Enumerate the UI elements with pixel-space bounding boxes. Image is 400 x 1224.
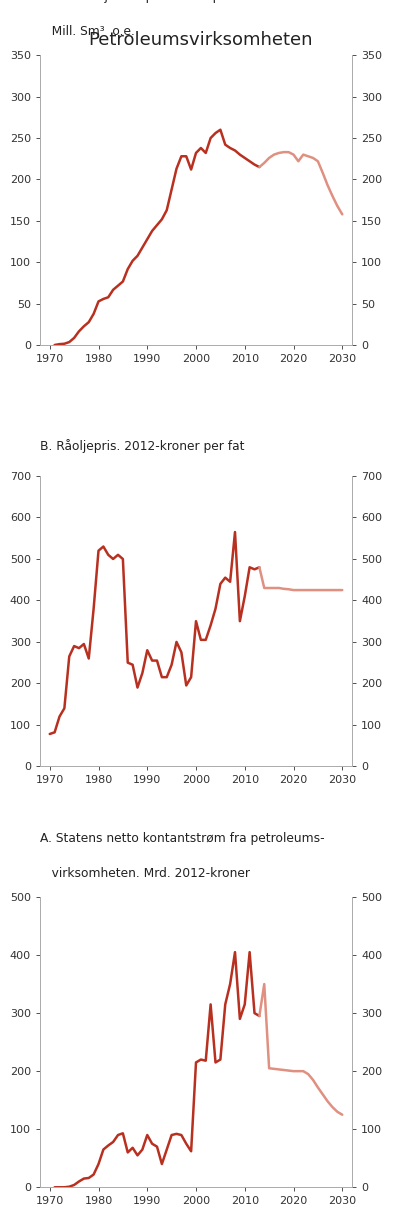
Text: Petroleumsvirksomheten: Petroleumsvirksomheten xyxy=(88,31,312,49)
Text: virksomheten. Mrd. 2012-kroner: virksomheten. Mrd. 2012-kroner xyxy=(40,867,250,880)
Text: Mill. Sm³  o.e.: Mill. Sm³ o.e. xyxy=(40,24,135,38)
Text: B. Råoljepris. 2012-kroner per fat: B. Råoljepris. 2012-kroner per fat xyxy=(40,439,244,453)
Text: A. Statens netto kontantstrøm fra petroleums-: A. Statens netto kontantstrøm fra petrol… xyxy=(40,832,325,845)
Text: A. Produksjon av petroleum på norsk sokkel.: A. Produksjon av petroleum på norsk sokk… xyxy=(40,0,312,2)
